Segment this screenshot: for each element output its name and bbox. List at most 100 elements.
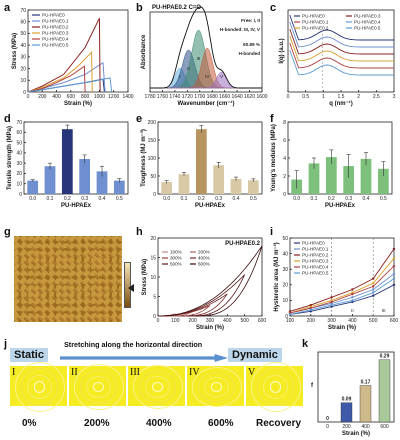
a-xtick-label: 800	[81, 94, 90, 100]
a-xtick-label: 400	[52, 94, 61, 100]
panel-label-h: h	[136, 226, 143, 238]
k-bar-2	[359, 385, 372, 423]
e-bar-3	[213, 165, 225, 194]
k-bar-1	[340, 402, 353, 423]
d-xtick-label-4: 0.4	[99, 196, 106, 202]
i-point-2-4	[372, 277, 375, 280]
a-legend-label-5: PU-HPAE0.5	[42, 43, 69, 48]
h-cycle-5	[158, 245, 263, 317]
panel-label-g: g	[4, 226, 11, 238]
saxs-stage-3: IV	[187, 366, 244, 407]
k-xtick-label-0: 0	[326, 424, 329, 430]
i-point-5-3	[351, 299, 354, 302]
strain-label-0: 0%	[22, 418, 37, 429]
e-bar-4	[230, 178, 242, 194]
i-point-3-5	[392, 257, 396, 260]
c-ylabel: I(q) (a.u.)	[279, 38, 285, 63]
saxs-ring	[263, 374, 288, 400]
f-ytick-label: 2	[283, 174, 286, 180]
e-bar-1	[178, 174, 190, 194]
saxs-stage-0: I	[10, 362, 67, 412]
f-xtick-label-1: 0.1	[311, 196, 318, 202]
c-legend-label-2: PU-HPAE0.1	[302, 20, 329, 25]
i-ytick-label: 20	[282, 283, 288, 289]
a-xtick-label: 600	[67, 94, 76, 100]
h-legend-label-4: 500%	[170, 262, 182, 267]
stage-roman-label: I	[12, 367, 16, 378]
d-bar-1	[44, 166, 56, 194]
f-bar-2	[325, 157, 337, 194]
stretch-arrow	[60, 354, 228, 362]
c-xtick-label: 2.5	[373, 94, 380, 100]
e-ytick-label: 50	[150, 174, 156, 180]
i-point-4-5	[392, 264, 396, 268]
i-point-1-3	[351, 296, 354, 299]
b-annotation-0: Free: I, II	[241, 18, 260, 23]
i-point-5-0	[288, 313, 292, 316]
c-legend-label-5: PU-HPAE0.5	[354, 26, 381, 31]
f-bar-1	[308, 163, 320, 194]
f-ytick-label: 6	[283, 138, 286, 144]
saxs-ring	[138, 370, 177, 404]
d-ytick-label: 70	[16, 120, 22, 126]
i-ytick-label: 50	[282, 236, 288, 242]
i-ytick-label: 30	[282, 267, 288, 273]
saxs-ring	[14, 362, 65, 412]
saxs-ring	[151, 381, 164, 393]
a-series-line-4	[27, 65, 86, 93]
saxs-ring	[86, 375, 111, 399]
c-series-line-3	[289, 35, 394, 62]
i-point-3-4	[372, 282, 375, 285]
f-xlabel: PU-HPAEx	[325, 203, 356, 209]
i-ytick-label: 10	[282, 298, 288, 304]
a-ytick-label: 40	[20, 43, 26, 49]
k-value-label-1: 0.09	[342, 397, 352, 403]
a-legend-label-1: PU-HPAE0.1	[42, 19, 69, 24]
h-xlabel: Strain (%)	[196, 325, 224, 331]
e-ytick-label: 100	[148, 156, 157, 162]
i-ytick-label: 40	[282, 251, 288, 257]
i-legend-label-3: PU-HPAE0.3	[302, 259, 329, 264]
e-ytick-label: 200	[148, 120, 157, 126]
a-ytick-label: 10	[20, 78, 26, 84]
f-bar-3	[343, 166, 355, 194]
e-xtick-label-0: 0.0	[163, 196, 170, 202]
i-legend-label-1: PU-HPAE0.1	[302, 247, 329, 252]
h-ytick-label: 10	[150, 275, 156, 281]
c-series-line-1	[289, 21, 394, 48]
c-xtick-label: 3	[393, 94, 396, 100]
d-xtick-label-3: 0.3	[81, 196, 88, 202]
a-xlabel: Strain (%)	[64, 101, 92, 107]
h-xtick-label: 500	[240, 318, 249, 324]
e-xtick-label-4: 0.4	[233, 196, 240, 202]
k-value-label-3: 0.29	[380, 354, 390, 360]
saxs-ring	[132, 365, 183, 409]
saxs-ring	[250, 362, 301, 412]
f-ytick-label: 0	[283, 192, 286, 198]
f-ytick-label: 8	[283, 120, 286, 126]
i-ylabel: Hysteretic area (MJ m⁻³)	[273, 242, 280, 311]
h-title: PU-HPAE0.2	[225, 241, 261, 247]
e-frame	[157, 121, 263, 195]
e-xtick-label-2: 0.2	[198, 196, 205, 202]
h-legend-label-1: 200%	[198, 250, 210, 255]
b-title: PU-HPAE0.2 C=O	[152, 5, 201, 11]
saxs-stage-1: II	[69, 363, 126, 411]
i-point-4-4	[372, 285, 375, 288]
stage-roman-label: IV	[189, 367, 200, 378]
f-ylabel: Young's modulus (MPa)	[271, 124, 277, 192]
b-xlabel: Wavenumber (cm⁻¹)	[178, 100, 235, 107]
f-xtick-label-2: 0.2	[328, 196, 335, 202]
i-series-line-0	[289, 284, 395, 315]
b-peak-label-4: V	[220, 74, 224, 79]
i-xtick-label: 400	[348, 318, 357, 324]
b-envelope	[150, 6, 262, 89]
d-xtick-label-5: 0.5	[116, 196, 123, 202]
a-xtick-label: 1000	[94, 94, 105, 100]
i-series-line-2	[289, 248, 395, 312]
h-legend-label-2: 300%	[170, 256, 182, 261]
c-xtick-label: 1	[322, 94, 325, 100]
f-frame	[287, 121, 393, 195]
a-ytick-label: 50	[20, 31, 26, 37]
afm-image	[14, 236, 122, 322]
